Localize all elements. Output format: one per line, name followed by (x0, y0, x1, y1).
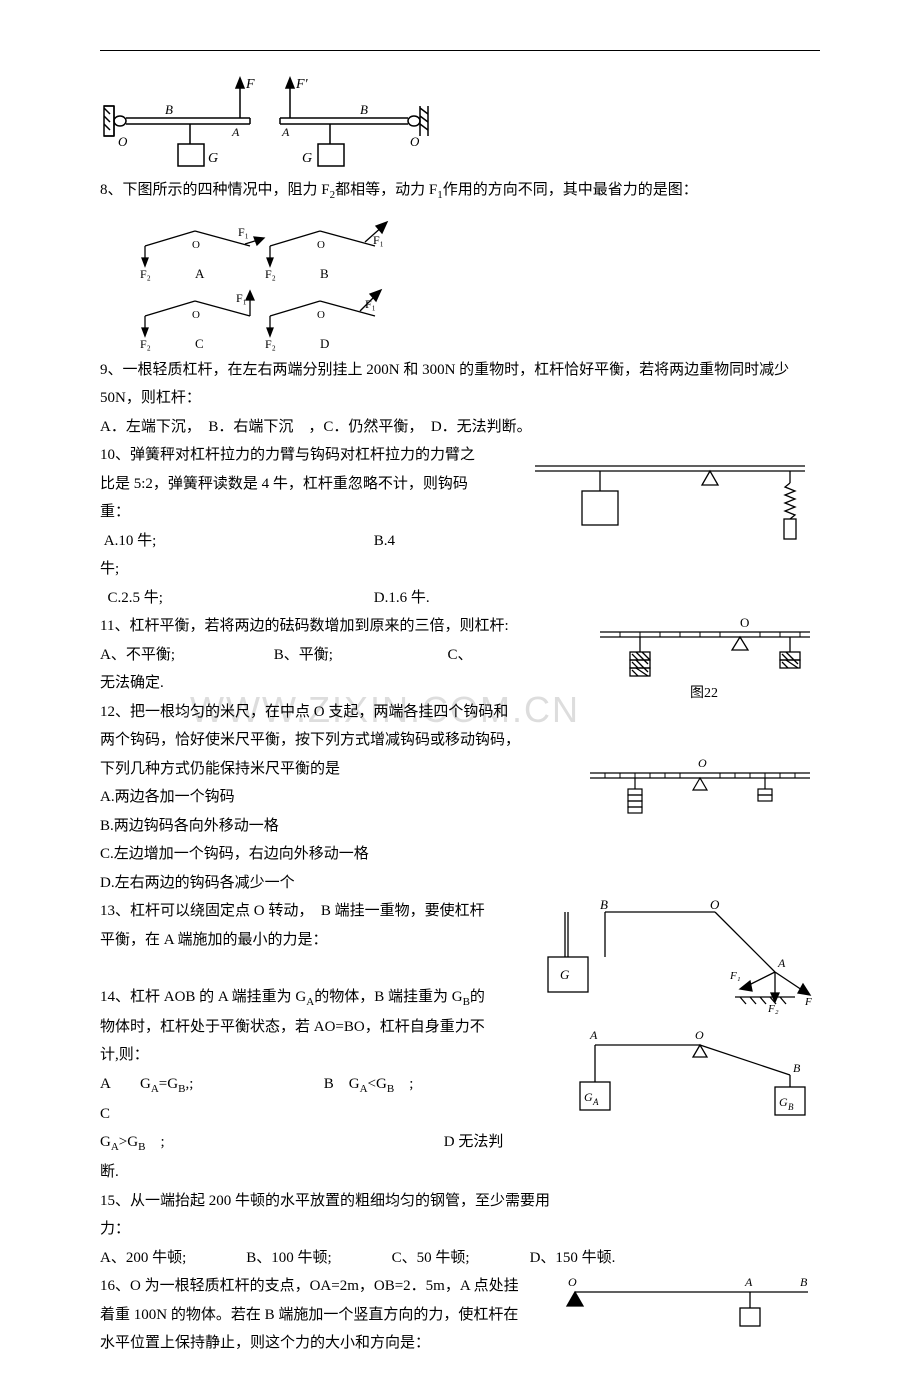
svg-text:G: G (302, 151, 312, 166)
top-rule (100, 50, 820, 51)
svg-text:B: B (320, 266, 329, 281)
q14-subB: B (463, 996, 470, 1008)
q8-part2: 都相等，动力 F (335, 182, 437, 198)
svg-text:O: O (118, 134, 128, 149)
q14-l1: 14、杠杆 AOB 的 A 端挂重为 GA的物体，B 端挂重为 GB的 (100, 983, 820, 1013)
q15-l2: 力： (100, 1215, 820, 1244)
q10-row2: C.2.5 牛; D.1.6 牛. (100, 584, 820, 613)
q14-l1a: 14、杠杆 AOB 的 A 端挂重为 G (100, 989, 306, 1005)
svg-text:A: A (281, 125, 290, 139)
svg-text:B: B (360, 102, 368, 117)
q12-c: C.左边增加一个钩码，右边向外移动一格 (100, 840, 820, 869)
q10-b: B.4 (374, 533, 395, 549)
q14-optsAB: A GA=GB,; B GA<GB ; C (100, 1070, 820, 1128)
q14-optC: C (100, 1106, 110, 1122)
figure-q7: O B F A G (100, 66, 820, 176)
q11-l2: 无法确定. (100, 669, 820, 698)
q14-optA2: =G (159, 1076, 178, 1092)
q10-l1: 10、弹簧秤对杠杆拉力的力臂与钩码对杠杆拉力的力臂之 (100, 441, 820, 470)
q14-optC1: G (100, 1134, 111, 1150)
svg-text:O: O (192, 239, 200, 251)
q14-l3: 计,则： (100, 1041, 820, 1070)
q11-l1: 11、杠杆平衡，若将两边的砝码数增加到原来的三倍，则杠杆: (100, 612, 820, 641)
q14-optB2: <G (368, 1076, 387, 1092)
q15-l1: 15、从一端抬起 200 牛顿的水平放置的粗细均匀的钢管，至少需要用 (100, 1187, 820, 1216)
q14-optA: A G (100, 1076, 151, 1092)
svg-text:F₁: F₁ (238, 225, 249, 239)
q10-l3: 重： (100, 498, 820, 527)
q16-l1: 16、O 为一根轻质杠杆的支点，OA=2m，OB=2．5m，A 点处挂 (100, 1272, 820, 1301)
svg-text:F₁: F₁ (373, 233, 384, 247)
q10-a: A.10 牛; (100, 527, 370, 556)
q8-part1: 8、下图所示的四种情况中，阻力 F (100, 182, 330, 198)
svg-text:C: C (195, 336, 204, 351)
q9-text: 9、一根轻质杠杆，在左右两端分别挂上 200N 和 300N 的重物时，杠杆恰好… (100, 356, 820, 413)
q12-l3: 下列几种方式仍能保持米尺平衡的是 (100, 755, 820, 784)
q11-opts: A、不平衡; B、平衡; C、 (100, 641, 820, 670)
figure-q8: O F₂ F₁ A O F₂ F₁ (100, 206, 820, 356)
q12-l2: 两个钩码，恰好使米尺平衡，按下列方式增减钩码或移动钩码， (100, 726, 820, 755)
q13-l2: 平衡，在 A 端施加的最小的力是： (100, 926, 820, 955)
svg-text:F₁: F₁ (236, 291, 247, 305)
q14-optA-subA: A (151, 1083, 159, 1095)
q15-opts: A、200 牛顿; B、100 牛顿; C、50 牛顿; D、150 牛顿. (100, 1244, 820, 1273)
q14-l1c: 的 (470, 989, 485, 1005)
svg-text:F₂: F₂ (140, 337, 151, 351)
q14-optB3: ; (394, 1076, 413, 1092)
q11-b: B、平衡; (274, 641, 444, 670)
q12-a: A.两边各加一个钩码 (100, 783, 820, 812)
svg-text:O: O (317, 309, 325, 321)
svg-text:B: B (165, 102, 173, 117)
q8-part3: 作用的方向不同，其中最省力的是图： (443, 182, 698, 198)
q14-optB: B G (324, 1076, 360, 1092)
q10-c: C.2.5 牛; (100, 584, 370, 613)
q14-optC-subA: A (111, 1141, 119, 1153)
svg-text:D: D (320, 336, 329, 351)
q8-text: 8、下图所示的四种情况中，阻力 F2都相等，动力 F1作用的方向不同，其中最省力… (100, 176, 820, 206)
q12-d: D.左右两边的钩码各减少一个 (100, 869, 820, 898)
svg-text:A: A (231, 125, 240, 139)
q14-optC3: ; (145, 1134, 164, 1150)
svg-text:F₂: F₂ (140, 267, 151, 281)
q10-l2: 比是 5:2，弹簧秤读数是 4 牛，杠杆重忽略不计，则钩码 (100, 470, 820, 499)
svg-text:G: G (208, 151, 218, 166)
svg-text:F: F (245, 77, 255, 92)
q13-l1: 13、杠杆可以绕固定点 O 转动， B 端挂一重物，要使杠杆 (100, 897, 820, 926)
svg-text:A: A (195, 266, 205, 281)
q10-row1: A.10 牛; B.4 (100, 527, 820, 556)
svg-text:O: O (192, 309, 200, 321)
q14-l2: 物体时，杠杆处于平衡状态，若 AO=BO，杠杆自身重力不 (100, 1013, 820, 1042)
q11-a: A、不平衡; (100, 641, 270, 670)
q16-l2: 着重 100N 的物体。若在 B 端施加一个竖直方向的力，使杠杆在 (100, 1301, 820, 1330)
q16-l3: 水平位置上保持静止，则这个力的大小和方向是： (100, 1329, 820, 1358)
q12-l1: 12、把一根均匀的米尺，在中点 O 支起，两端各挂四个钩码和 (100, 698, 820, 727)
svg-text:F': F' (295, 77, 309, 92)
spacer (100, 954, 820, 983)
q10-b2: 牛; (100, 555, 820, 584)
svg-text:F₂: F₂ (265, 337, 276, 351)
q14-optB-subA: A (360, 1083, 368, 1095)
q14-optsCD: GA>GB ; D 无法判断. (100, 1128, 820, 1186)
svg-text:F₂: F₂ (265, 267, 276, 281)
q11-c: C、 (448, 647, 473, 663)
svg-text:O: O (317, 239, 325, 251)
q12-b: B.两边钩码各向外移动一格 (100, 812, 820, 841)
q10-d: D.1.6 牛. (374, 590, 430, 606)
q14-optA3: ,; (185, 1076, 193, 1092)
q14-optC2: >G (119, 1134, 138, 1150)
q14-l1b: 的物体，B 端挂重为 G (314, 989, 462, 1005)
svg-text:F₁: F₁ (365, 297, 376, 311)
svg-text:O: O (410, 134, 420, 149)
q9-opts: A．左端下沉， B．右端下沉 ，C．仍然平衡， D．无法判断。 (100, 413, 820, 442)
